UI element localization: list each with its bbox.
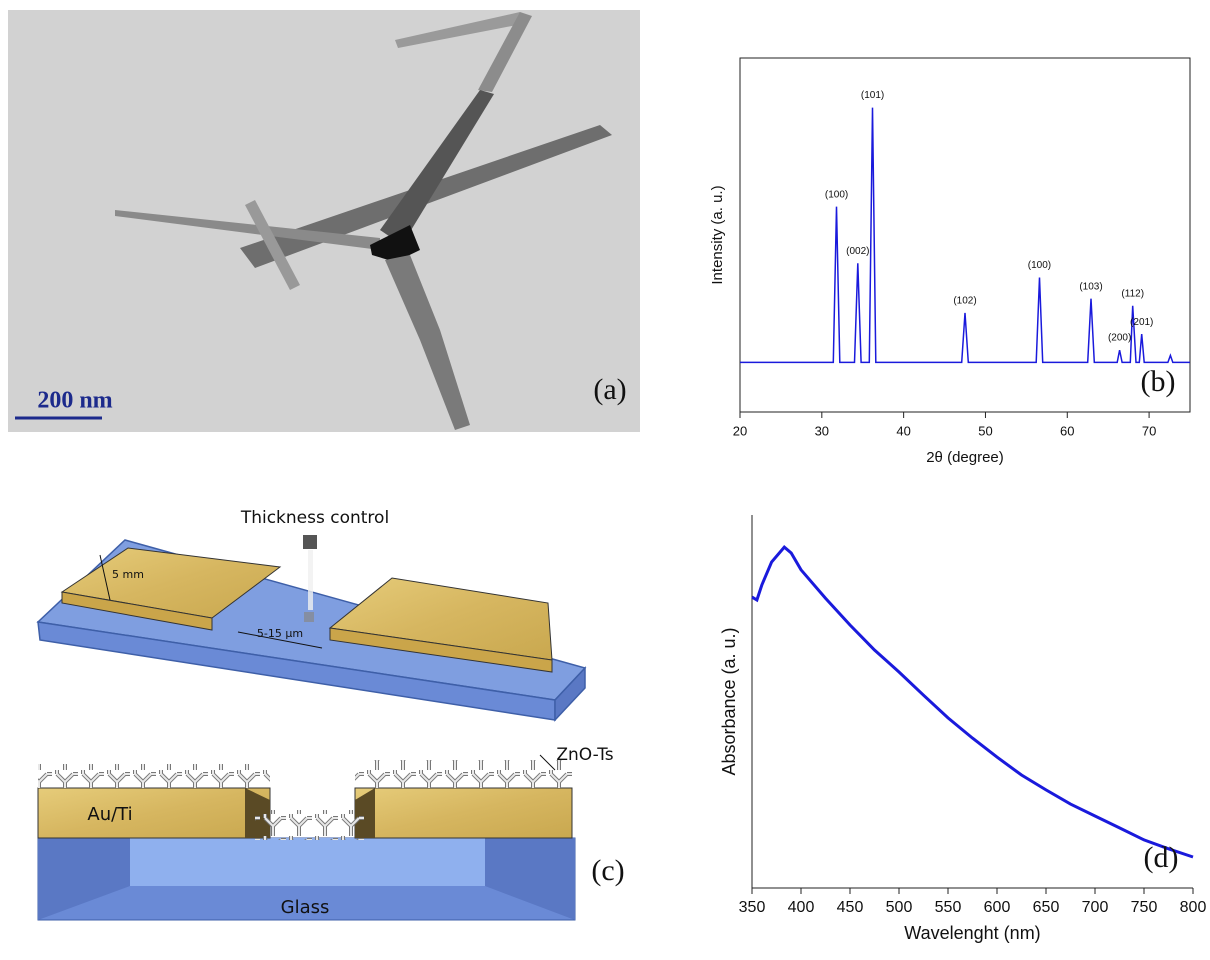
peak-label: (101)	[861, 90, 884, 101]
peak-label: (201)	[1130, 317, 1153, 328]
gap-label: 5-15 μm	[257, 627, 303, 640]
figure: 200 nm (a) Thickness control 5 mm 5-15 μ…	[0, 0, 1210, 960]
peak-label: (200)	[1108, 333, 1131, 344]
plot-frame	[740, 58, 1190, 412]
x-tick-label: 600	[984, 899, 1011, 916]
device-diagram: Thickness control 5 mm 5-15 μm ZnO-Ts Au…	[38, 508, 625, 920]
electrode-label: Au/Ti	[87, 804, 132, 825]
x-tick-label: 800	[1180, 899, 1207, 916]
y-axis-label: Intensity (a. u.)	[709, 185, 726, 284]
chart: (100) (002) (101) (102) (100) (103) (200) (112)…	[709, 58, 1190, 466]
x-tick-label: 60	[1060, 423, 1074, 438]
x-tick-label: 550	[935, 899, 962, 916]
peak-label: (112)	[1121, 288, 1144, 299]
particles-label: ZnO-Ts	[556, 745, 613, 765]
peak-label: (002)	[846, 246, 869, 257]
page: {"tem_panel": {"scale_bar": "200 nm", "p…	[0, 0, 1210, 960]
panel-label: (b)	[1141, 365, 1176, 398]
chart: 350 400 450 500 550 600 650 700 750 800 Wavelenght…	[719, 515, 1207, 943]
x-tick-label: 750	[1131, 899, 1158, 916]
scale-bar-label: 200 nm	[37, 388, 112, 414]
x-tick-label: 30	[815, 423, 829, 438]
x-tick-label: 40	[896, 423, 910, 438]
y-axis-label: Absorbance (a. u.)	[719, 627, 739, 775]
width-label: 5 mm	[112, 568, 144, 581]
x-tick-label: 500	[886, 899, 913, 916]
panel-label: (d)	[1144, 841, 1179, 874]
x-axis-label: 2θ (degree)	[926, 449, 1004, 466]
x-tick-label: 350	[739, 899, 766, 916]
x-tick-label: 650	[1033, 899, 1060, 916]
x-axis-label: Wavelenght (nm)	[904, 923, 1040, 943]
data-line	[740, 108, 1190, 363]
panel-label: (c)	[591, 854, 624, 887]
panel-label: (a)	[593, 373, 626, 406]
thickness-label: Thickness control	[240, 508, 389, 528]
x-tick-label: 700	[1082, 899, 1109, 916]
x-tick-label: 450	[837, 899, 864, 916]
data-line	[752, 547, 1193, 857]
tem-image: 200 nm (a)	[8, 10, 640, 432]
x-tick-label: 70	[1142, 423, 1156, 438]
peak-label: (102)	[953, 296, 976, 307]
x-tick-label: 50	[978, 423, 992, 438]
x-tick-label: 400	[788, 899, 815, 916]
peak-label: (100)	[1028, 260, 1051, 271]
substrate-label: Glass	[281, 897, 330, 918]
x-tick-label: 20	[733, 423, 747, 438]
peak-label: (103)	[1079, 281, 1102, 292]
peak-label: (100)	[825, 189, 848, 200]
